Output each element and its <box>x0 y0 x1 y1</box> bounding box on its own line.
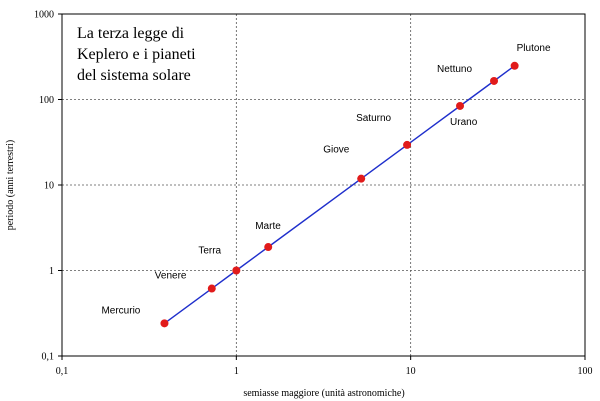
data-point-nettuno <box>490 76 499 85</box>
data-point-mercurio <box>160 319 169 328</box>
y-tick-label: 100 <box>39 95 54 106</box>
point-label-urano: Urano <box>450 117 478 128</box>
data-points <box>160 61 519 328</box>
x-tick-label: 0,1 <box>56 366 69 377</box>
chart-title-line-1: La terza legge di <box>77 25 185 42</box>
y-tick-label: 10 <box>44 181 54 192</box>
x-tick-label: 100 <box>578 366 593 377</box>
point-label-terra: Terra <box>198 246 221 257</box>
point-label-plutone: Plutone <box>517 43 551 54</box>
y-tick-label: 1 <box>49 266 54 277</box>
point-label-saturno: Saturno <box>356 113 391 124</box>
x-tick-label: 1 <box>234 366 239 377</box>
point-label-giove: Giove <box>323 145 350 156</box>
y-axis-label: periodo (anni terrestri) <box>5 140 16 231</box>
data-point-plutone <box>510 61 519 70</box>
data-point-saturno <box>403 140 412 149</box>
axis-ticks: 0,1 1 10 100 0,1 1 10 100 1000 <box>34 10 593 378</box>
x-axis-label: semiasse maggiore (unità astronomiche) <box>243 388 404 399</box>
data-point-terra <box>232 266 241 275</box>
chart-title: La terza legge di Keplero e i pianeti de… <box>77 25 196 84</box>
data-point-urano <box>456 101 465 110</box>
chart-title-line-2: Keplero e i pianeti <box>77 46 196 63</box>
chart-title-line-3: del sistema solare <box>77 67 191 84</box>
data-point-marte <box>264 243 273 252</box>
data-point-giove <box>357 174 366 183</box>
y-tick-label: 1000 <box>34 10 54 21</box>
grid-lines <box>62 14 585 356</box>
data-point-venere <box>207 284 216 293</box>
point-label-mercurio: Mercurio <box>101 305 140 316</box>
point-label-nettuno: Nettuno <box>437 64 472 75</box>
x-tick-label: 10 <box>406 366 416 377</box>
point-label-marte: Marte <box>255 221 281 232</box>
point-labels: Mercurio Venere Terra Marte Giove Saturno Uran… <box>101 43 551 317</box>
point-label-venere: Venere <box>155 271 187 282</box>
y-tick-label: 0,1 <box>42 352 55 363</box>
